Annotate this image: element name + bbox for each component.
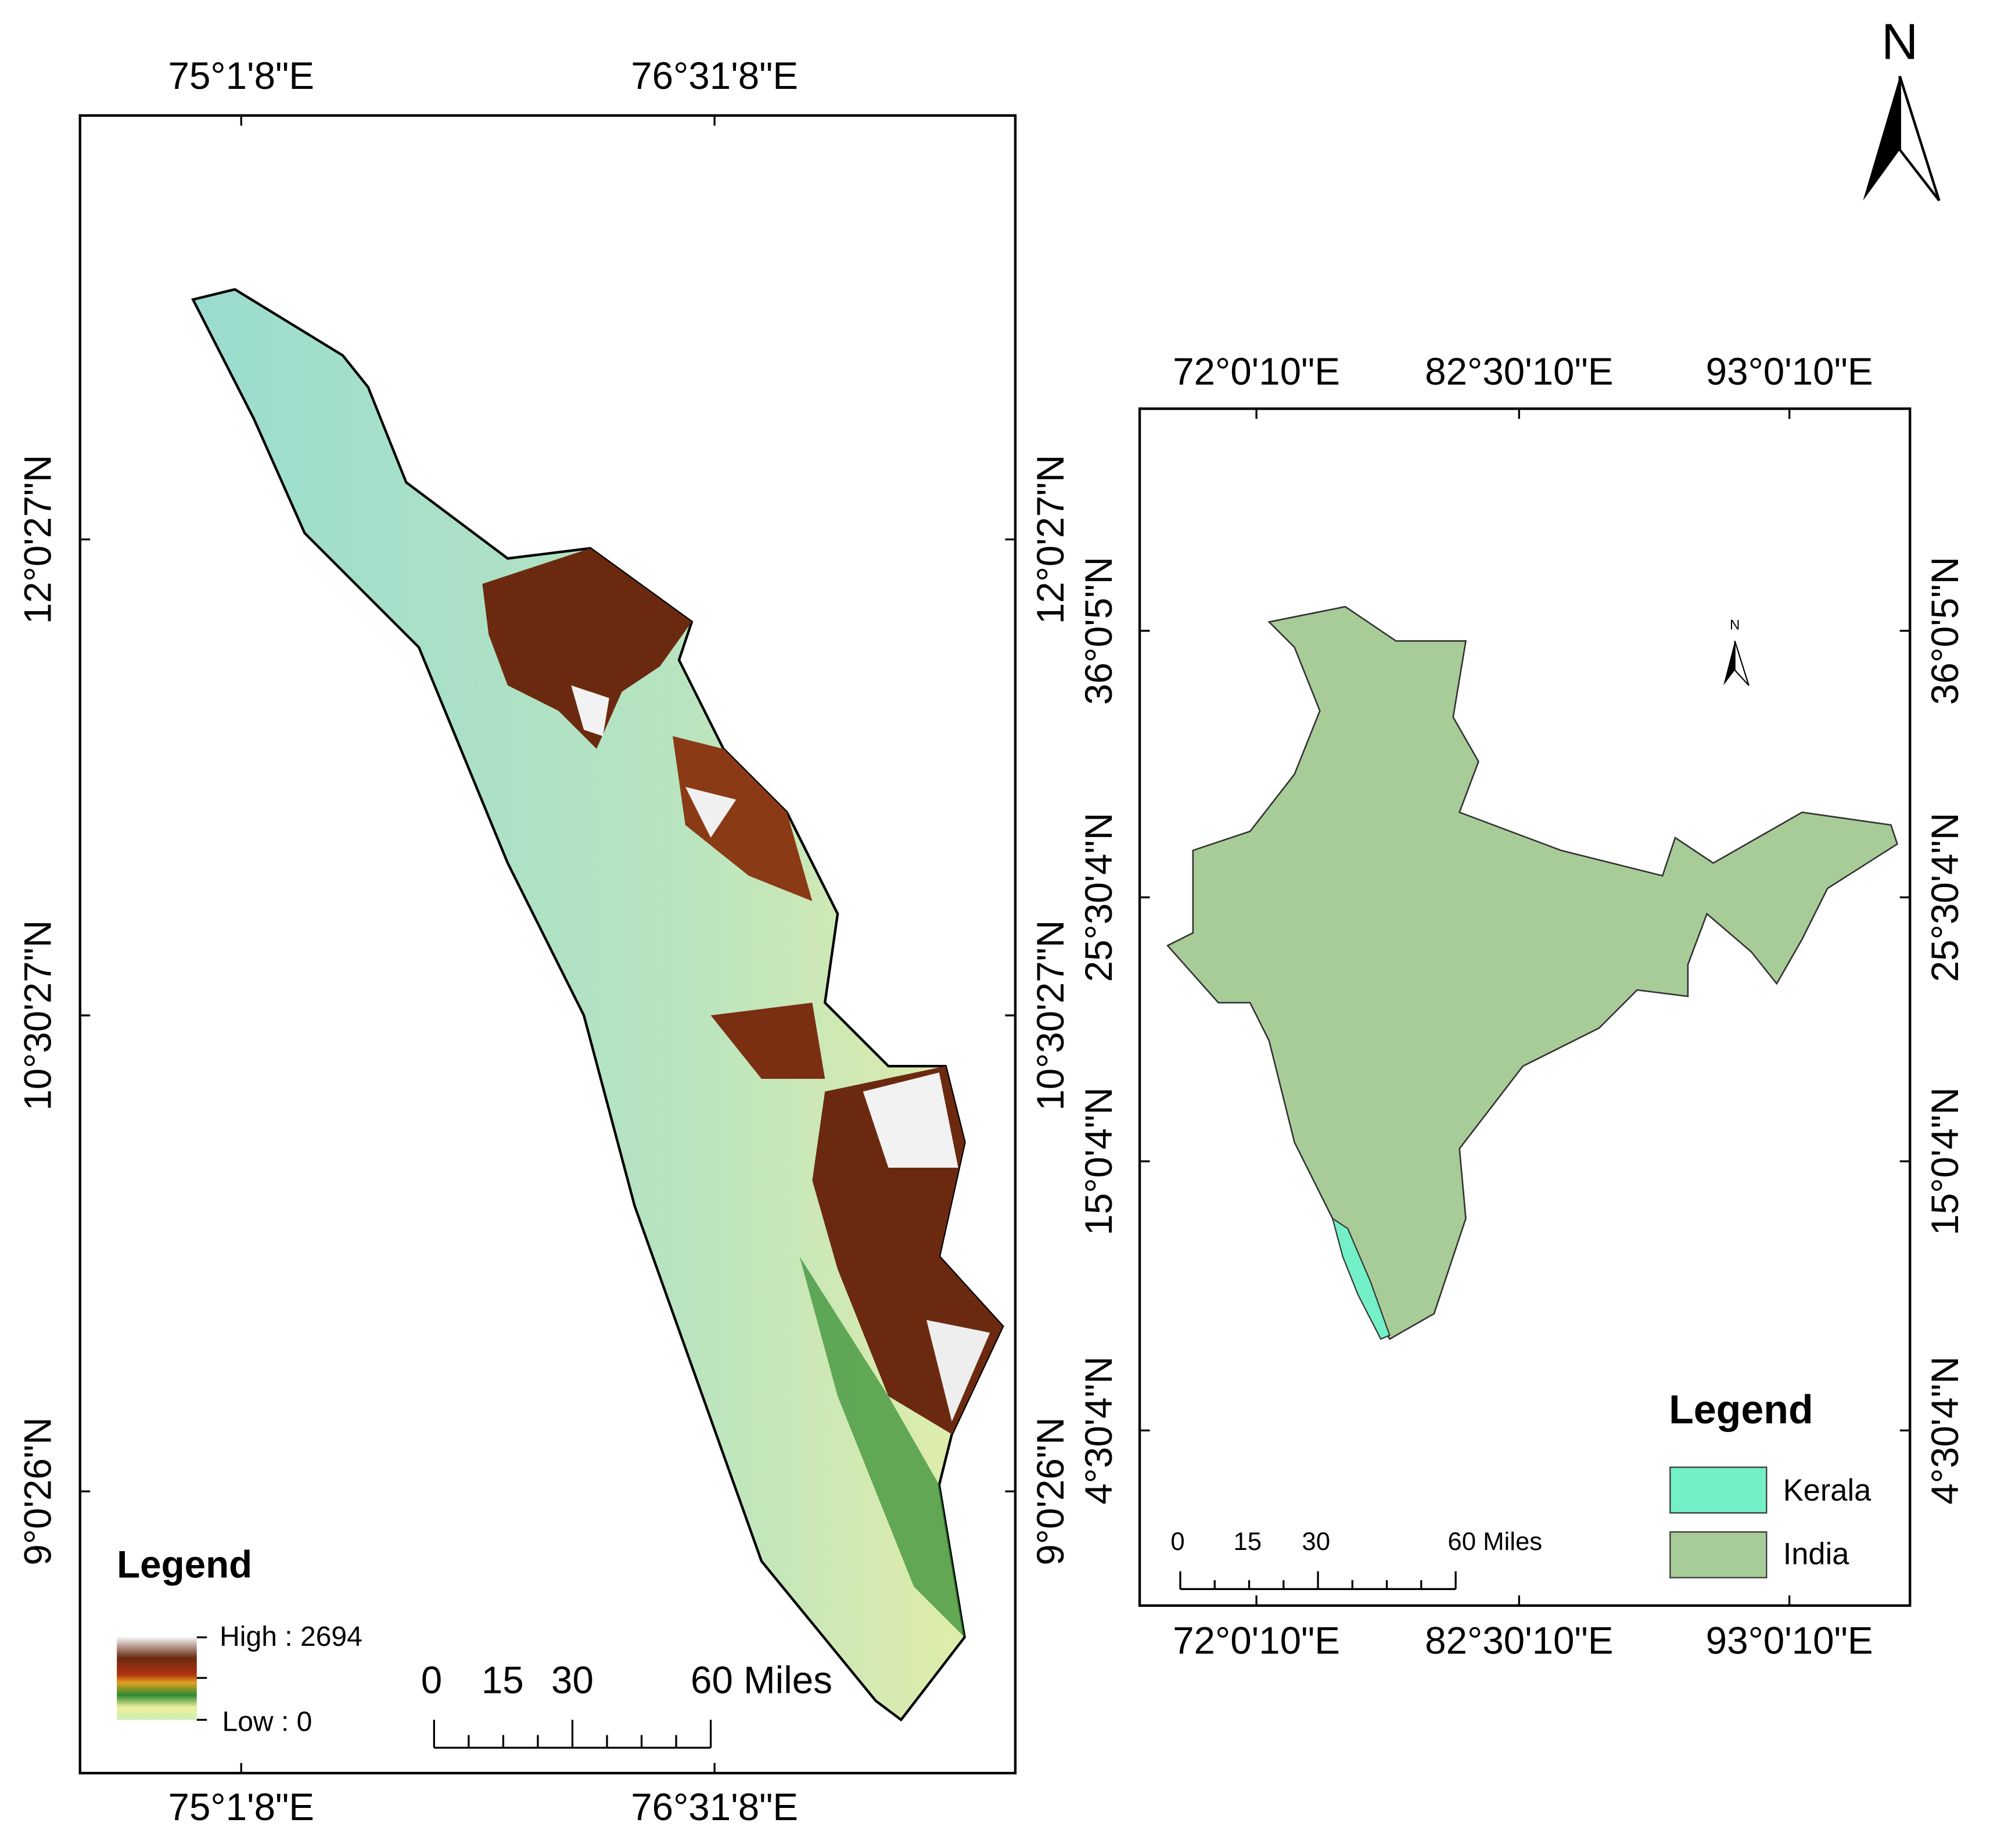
small-north-arrow (1723, 641, 1735, 686)
kerala-dem (191, 288, 1004, 1722)
lat-label: 9°0'26"N (16, 1418, 59, 1566)
small-north-arrow-outline (1734, 640, 1750, 686)
scale-label: 15 (482, 1659, 524, 1701)
north-arrow (1863, 76, 1900, 201)
small-north-label: N (1730, 617, 1740, 633)
kerala-shape (1331, 1217, 1391, 1340)
india-frame (1138, 407, 1912, 1607)
lat-label: 36°0'5"N (1924, 557, 1966, 705)
lat-label: 36°0'5"N (1077, 557, 1120, 705)
lat-label: 10°30'27"N (1029, 920, 1072, 1111)
lon-label: 72°0'10"E (1173, 1620, 1340, 1662)
lon-label: 72°0'10"E (1173, 350, 1340, 393)
india-shape (1166, 605, 1898, 1340)
lat-label: 4°30'4"N (1924, 1357, 1966, 1505)
scale-label: 0 (1170, 1527, 1184, 1556)
legend-swatch (1669, 1531, 1768, 1578)
lat-label: 9°0'26"N (1029, 1418, 1072, 1566)
lon-label: 75°1'8"E (168, 55, 314, 97)
lon-label: 93°0'10"E (1706, 350, 1873, 393)
legend-title: Legend (117, 1543, 252, 1585)
legend-label: Low : 0 (222, 1706, 312, 1738)
scale-label: 60 Miles (1447, 1527, 1542, 1556)
lat-label: 10°30'27"N (16, 920, 59, 1111)
legend-title: Legend (1669, 1387, 1813, 1432)
lon-label: 82°30'10"E (1425, 350, 1613, 393)
legend-label: Kerala (1783, 1474, 1872, 1508)
legend-swatch (1669, 1466, 1768, 1514)
lon-label: 76°31'8"E (631, 1786, 798, 1828)
legend-label: High : 2694 (220, 1621, 362, 1652)
lat-label: 12°0'27"N (16, 455, 59, 625)
lat-label: 12°0'27"N (1029, 455, 1072, 625)
elevation-ramp (117, 1637, 197, 1720)
scale-label: 60 Miles (691, 1659, 832, 1701)
north-arrow-outline (1898, 76, 1941, 202)
lon-label: 82°30'10"E (1425, 1620, 1613, 1662)
lon-label: 93°0'10"E (1706, 1620, 1873, 1662)
scale-label: 15 (1233, 1527, 1262, 1556)
lat-label: 4°30'4"N (1077, 1357, 1120, 1505)
lon-label: 75°1'8"E (168, 1786, 314, 1828)
scale-label: 30 (551, 1659, 594, 1701)
lat-label: 25°30'4"N (1924, 813, 1966, 982)
lat-label: 15°0'4"N (1924, 1088, 1966, 1236)
scale-label: 0 (421, 1659, 442, 1701)
legend-label: India (1783, 1537, 1850, 1571)
kerala-frame (78, 114, 1017, 1775)
lat-label: 25°30'4"N (1077, 813, 1120, 982)
scale-label: 30 (1302, 1527, 1330, 1556)
north-label: N (1881, 13, 1918, 70)
highlands (482, 548, 1003, 1638)
lon-label: 76°31'8"E (631, 55, 798, 97)
lat-label: 15°0'4"N (1077, 1088, 1120, 1236)
